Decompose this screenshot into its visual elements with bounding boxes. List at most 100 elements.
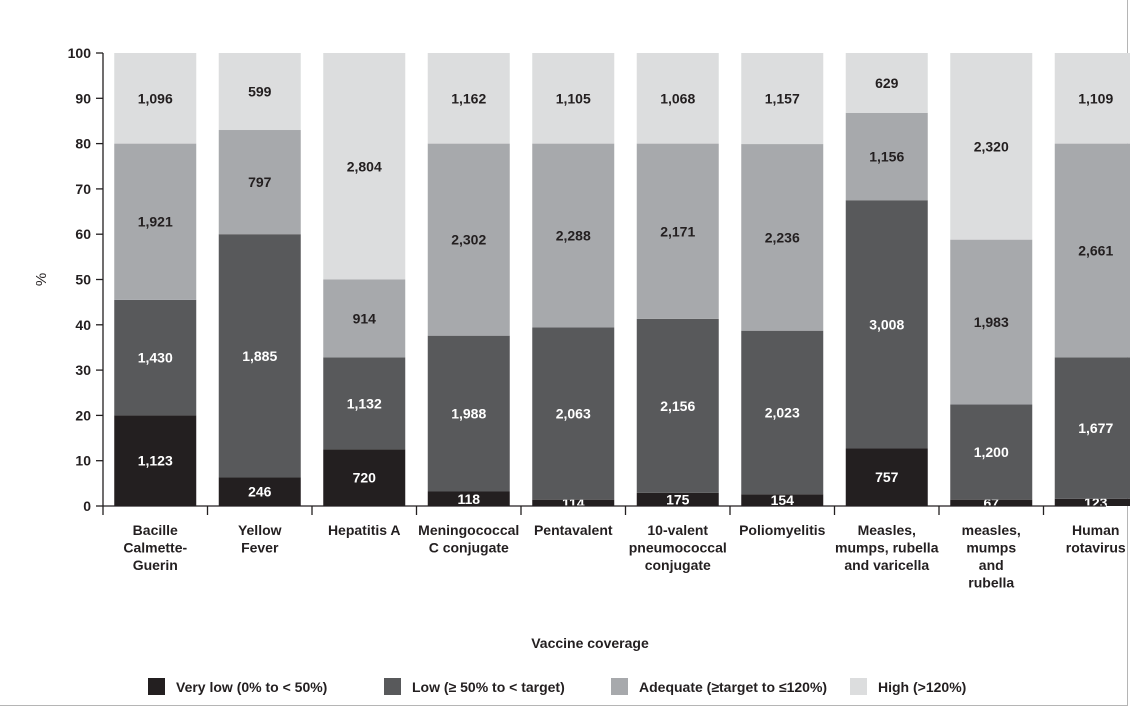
bar-segment — [950, 239, 1033, 405]
data-label: 2,023 — [765, 404, 800, 420]
data-label: 1,921 — [138, 214, 173, 230]
x-tick-label: Guerin — [133, 557, 178, 573]
bar-segment — [323, 357, 406, 450]
data-label: 1,983 — [974, 314, 1009, 330]
bar-segment — [427, 335, 510, 492]
bar-segment — [218, 53, 301, 131]
bar-segment — [218, 234, 301, 478]
y-tick-label: 60 — [75, 226, 91, 242]
bar-segment — [218, 130, 301, 235]
data-label: 2,302 — [451, 232, 486, 248]
legend-label: High (>120%) — [878, 679, 966, 695]
bar-segment — [532, 499, 615, 506]
bar-segment — [636, 143, 719, 319]
x-tick-label: Measles, — [858, 522, 916, 538]
data-label: 1,132 — [347, 395, 382, 411]
x-tick-label: conjugate — [645, 557, 711, 573]
bar-segment — [950, 499, 1033, 506]
bar-segment — [636, 318, 719, 493]
data-label: 720 — [353, 470, 377, 486]
bar-segment — [532, 327, 615, 500]
bar-segment — [323, 279, 406, 358]
data-label: 2,804 — [347, 158, 382, 174]
data-label: 1,162 — [451, 90, 486, 106]
x-tick-label: mumps, rubella — [835, 540, 939, 556]
bar-segment — [1054, 498, 1130, 506]
data-label: 757 — [875, 469, 899, 485]
x-tick-label: Fever — [241, 540, 279, 556]
bar-segment — [323, 53, 406, 280]
data-label: 154 — [771, 492, 795, 508]
data-label: 118 — [457, 491, 480, 507]
data-label: 1,885 — [242, 348, 277, 364]
bar-segment — [427, 53, 510, 144]
y-tick-label: 10 — [75, 453, 91, 469]
data-label: 1,156 — [869, 149, 904, 165]
bar-segment — [845, 200, 928, 449]
y-tick-label: 20 — [75, 407, 91, 423]
legend-label: Very low (0% to < 50%) — [176, 679, 327, 695]
x-tick-label: measles, — [962, 522, 1021, 538]
data-label: 2,236 — [765, 229, 800, 245]
x-tick-label: and varicella — [844, 557, 929, 573]
x-tick-label: Poliomyelitis — [739, 522, 826, 538]
y-tick-label: 90 — [75, 90, 91, 106]
bar-segment — [950, 53, 1033, 240]
bar-segment — [741, 494, 824, 506]
bar-segment — [1054, 357, 1130, 499]
bar-segment — [114, 299, 197, 416]
data-label: 797 — [248, 174, 272, 190]
x-tick-label: rotavirus — [1066, 540, 1126, 556]
data-label: 1,988 — [451, 406, 486, 422]
legend-swatch — [384, 678, 401, 695]
x-tick-label: Hepatitis A — [328, 522, 401, 538]
y-axis-title: % — [33, 273, 50, 286]
bar-segment — [636, 53, 719, 144]
data-label: 2,171 — [660, 223, 695, 239]
data-label: 1,109 — [1078, 90, 1113, 106]
x-tick-label: Human — [1072, 522, 1119, 538]
data-label: 1,123 — [138, 453, 173, 469]
bar-segment — [427, 143, 510, 336]
x-tick-label: 10-valent — [647, 522, 708, 538]
data-label: 246 — [248, 484, 272, 500]
bar-segment — [1054, 53, 1130, 144]
x-tick-label: Yellow — [238, 522, 282, 538]
bar-segment — [114, 415, 197, 506]
x-tick-label: Pentavalent — [534, 522, 613, 538]
bar-segment — [741, 53, 824, 145]
y-tick-label: 50 — [75, 272, 91, 288]
legend-label: Low (≥ 50% to < target) — [412, 679, 565, 695]
x-tick-label: mumps — [966, 540, 1016, 556]
x-tick-label: Bacille — [133, 522, 178, 538]
data-label: 914 — [353, 310, 377, 326]
data-label: 1,068 — [660, 90, 695, 106]
data-label: 2,156 — [660, 398, 695, 414]
legend-swatch — [148, 678, 165, 695]
y-tick-label: 100 — [68, 45, 92, 61]
bar-segment — [741, 144, 824, 331]
data-label: 1,430 — [138, 350, 173, 366]
legend-swatch — [611, 678, 628, 695]
y-tick-label: 40 — [75, 317, 91, 333]
bar-segment — [950, 404, 1033, 500]
bar-segment — [114, 143, 197, 300]
bar-segment — [218, 477, 301, 506]
bar-segment — [532, 143, 615, 328]
y-tick-label: 80 — [75, 136, 91, 152]
x-tick-label: and — [979, 557, 1004, 573]
data-label: 1,157 — [765, 91, 800, 107]
data-label: 2,063 — [556, 406, 591, 422]
bar-segment — [845, 53, 928, 113]
legend-swatch — [850, 678, 867, 695]
data-label: 2,661 — [1078, 243, 1113, 259]
bar-segment — [741, 330, 824, 495]
data-label: 1,105 — [556, 90, 591, 106]
data-label: 175 — [666, 491, 690, 507]
data-label: 3,008 — [869, 316, 904, 332]
x-axis-title: Vaccine coverage — [531, 635, 649, 651]
data-label: 1,200 — [974, 444, 1009, 460]
x-tick-label: C conjugate — [429, 540, 509, 556]
bar-segment — [427, 491, 510, 506]
